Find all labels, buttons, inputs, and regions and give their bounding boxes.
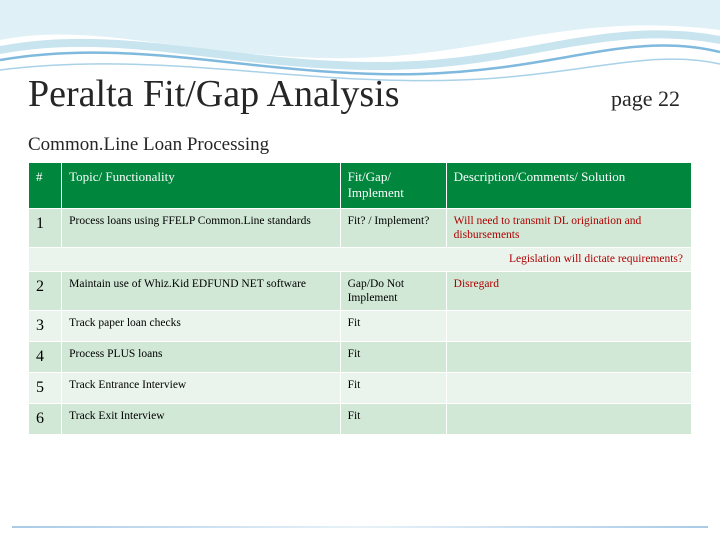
cell-topic: Track Entrance Interview <box>62 373 340 404</box>
cell-desc: Disregard <box>446 271 691 311</box>
col-header-fitgap: Fit/Gap/ Implement <box>340 163 446 209</box>
content-area: Peralta Fit/Gap Analysis page 22 Common.… <box>0 0 720 435</box>
fit-gap-table: # Topic/ Functionality Fit/Gap/ Implemen… <box>28 162 692 435</box>
page-number: page 22 <box>611 86 692 112</box>
cell-desc <box>446 311 691 342</box>
bottom-divider <box>12 526 708 528</box>
cell-num: 4 <box>29 342 62 373</box>
cell-num: 2 <box>29 271 62 311</box>
table-row: 2 Maintain use of Whiz.Kid EDFUND NET so… <box>29 271 692 311</box>
cell-num: 3 <box>29 311 62 342</box>
cell-fitgap: Fit <box>340 311 446 342</box>
table-note-row: Legislation will dictate requirements? <box>29 248 692 271</box>
cell-num: 6 <box>29 404 62 435</box>
cell-desc <box>446 342 691 373</box>
cell-fitgap: Fit <box>340 373 446 404</box>
cell-num: 5 <box>29 373 62 404</box>
slide-title: Peralta Fit/Gap Analysis <box>28 72 400 116</box>
table-row: 4 Process PLUS loans Fit <box>29 342 692 373</box>
cell-topic: Maintain use of Whiz.Kid EDFUND NET soft… <box>62 271 340 311</box>
cell-topic: Track paper loan checks <box>62 311 340 342</box>
cell-num: 1 <box>29 208 62 248</box>
cell-desc: Will need to transmit DL origination and… <box>446 208 691 248</box>
cell-desc <box>446 373 691 404</box>
slide: Peralta Fit/Gap Analysis page 22 Common.… <box>0 0 720 540</box>
cell-fitgap: Fit? / Implement? <box>340 208 446 248</box>
cell-topic: Process PLUS loans <box>62 342 340 373</box>
cell-topic: Track Exit Interview <box>62 404 340 435</box>
table-row: 3 Track paper loan checks Fit <box>29 311 692 342</box>
cell-fitgap: Fit <box>340 342 446 373</box>
cell-fitgap: Fit <box>340 404 446 435</box>
title-row: Peralta Fit/Gap Analysis page 22 <box>28 0 692 116</box>
cell-topic: Process loans using FFELP Common.Line st… <box>62 208 340 248</box>
table-row: 5 Track Entrance Interview Fit <box>29 373 692 404</box>
col-header-num: # <box>29 163 62 209</box>
note-cell: Legislation will dictate requirements? <box>29 248 692 271</box>
subtitle: Common.Line Loan Processing <box>28 134 692 156</box>
table-row: 1 Process loans using FFELP Common.Line … <box>29 208 692 248</box>
col-header-desc: Description/Comments/ Solution <box>446 163 691 209</box>
table-body: 1 Process loans using FFELP Common.Line … <box>29 208 692 435</box>
table-header-row: # Topic/ Functionality Fit/Gap/ Implemen… <box>29 163 692 209</box>
table-row: 6 Track Exit Interview Fit <box>29 404 692 435</box>
cell-desc <box>446 404 691 435</box>
col-header-topic: Topic/ Functionality <box>62 163 340 209</box>
cell-fitgap: Gap/Do Not Implement <box>340 271 446 311</box>
